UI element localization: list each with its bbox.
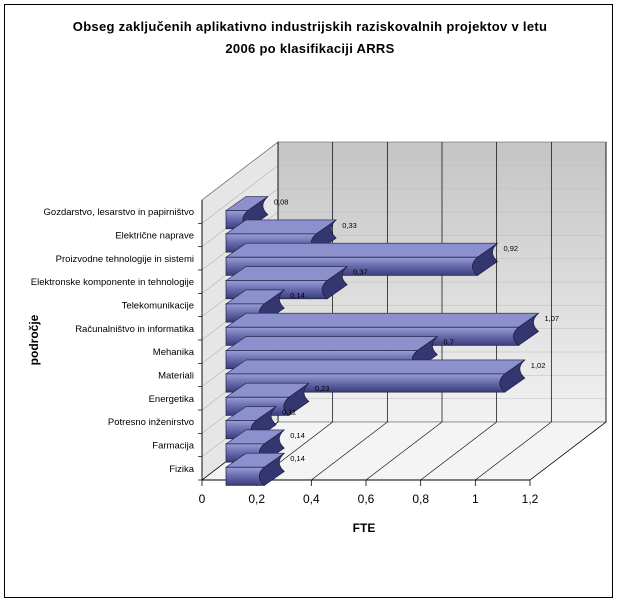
floor-gridline (529, 421, 607, 481)
chart-title-line-1: Obseg zaključenih aplikativno industrijs… (72, 19, 548, 34)
data-label: 0,92 (503, 244, 518, 253)
x-axis-label: FTE (353, 521, 376, 535)
data-label: 0,14 (290, 454, 305, 463)
data-label: 0,08 (274, 198, 289, 207)
y-tick-label: Mehanika (153, 347, 195, 358)
data-label: 1,02 (531, 361, 546, 370)
y-tick-label: Gozdarstvo, lesarstvo in papirništvo (44, 207, 194, 218)
side-wall-band-line (201, 165, 279, 224)
x-tick-label: 0,4 (303, 492, 320, 506)
data-label: 0,14 (290, 431, 305, 440)
data-label: 0,23 (315, 384, 330, 393)
bar-end-cap (513, 312, 540, 346)
data-label: 0,7 (443, 338, 453, 347)
bar-end-cap (283, 382, 310, 416)
bar (225, 466, 266, 486)
y-tick-label: Fizika (169, 464, 195, 475)
y-tick-label: Energetika (149, 394, 195, 405)
data-label: 0,33 (342, 221, 357, 230)
x-tick-label: 1,2 (522, 492, 539, 506)
x-tick-label: 0 (199, 492, 206, 506)
y-tick-label: Farmacija (152, 441, 194, 452)
bar-top (225, 242, 499, 258)
y-axis-label: področje (27, 314, 41, 365)
x-tick-label: 1 (472, 492, 479, 506)
bar-end-cap (499, 359, 526, 393)
y-tick-label: Elektronske komponente in tehnologije (31, 277, 194, 288)
floor-gridline (365, 421, 443, 481)
y-tick-label: Potresno inženirstvo (108, 417, 194, 428)
x-tick-label: 0,8 (412, 492, 429, 506)
chart-title-line-2: 2006 po klasifikaciji ARRS (225, 41, 395, 56)
x-tick-label: 0,2 (248, 492, 265, 506)
y-tick-label: Proizvodne tehnologije in sistemi (56, 254, 194, 265)
data-label: 0,14 (290, 291, 305, 300)
bar-end-cap (321, 266, 348, 300)
data-label: 0,11 (282, 408, 296, 417)
bar-top (225, 312, 540, 328)
bar-top (225, 359, 526, 375)
y-tick-label: Telekomunikacije (122, 301, 194, 312)
chart-title: Obseg zaključenih aplikativno industrijs… (40, 16, 580, 60)
y-tick-label: Materiali (158, 371, 194, 382)
side-wall-band-line (201, 141, 279, 201)
floor-gridline (475, 421, 552, 481)
floor-gridline (420, 421, 497, 481)
data-label: 1,07 (544, 314, 559, 323)
bar-end-cap (472, 242, 499, 276)
bar-top (225, 336, 439, 351)
y-tick-label: Električne naprave (115, 231, 194, 242)
bar-end-cap (258, 452, 285, 486)
bar-top (225, 266, 349, 281)
x-tick-label: 0,6 (358, 492, 375, 506)
floor-gridline (311, 421, 388, 481)
data-label: 0,37 (353, 268, 368, 277)
y-tick-label: Računalništvo in informatika (75, 324, 195, 335)
